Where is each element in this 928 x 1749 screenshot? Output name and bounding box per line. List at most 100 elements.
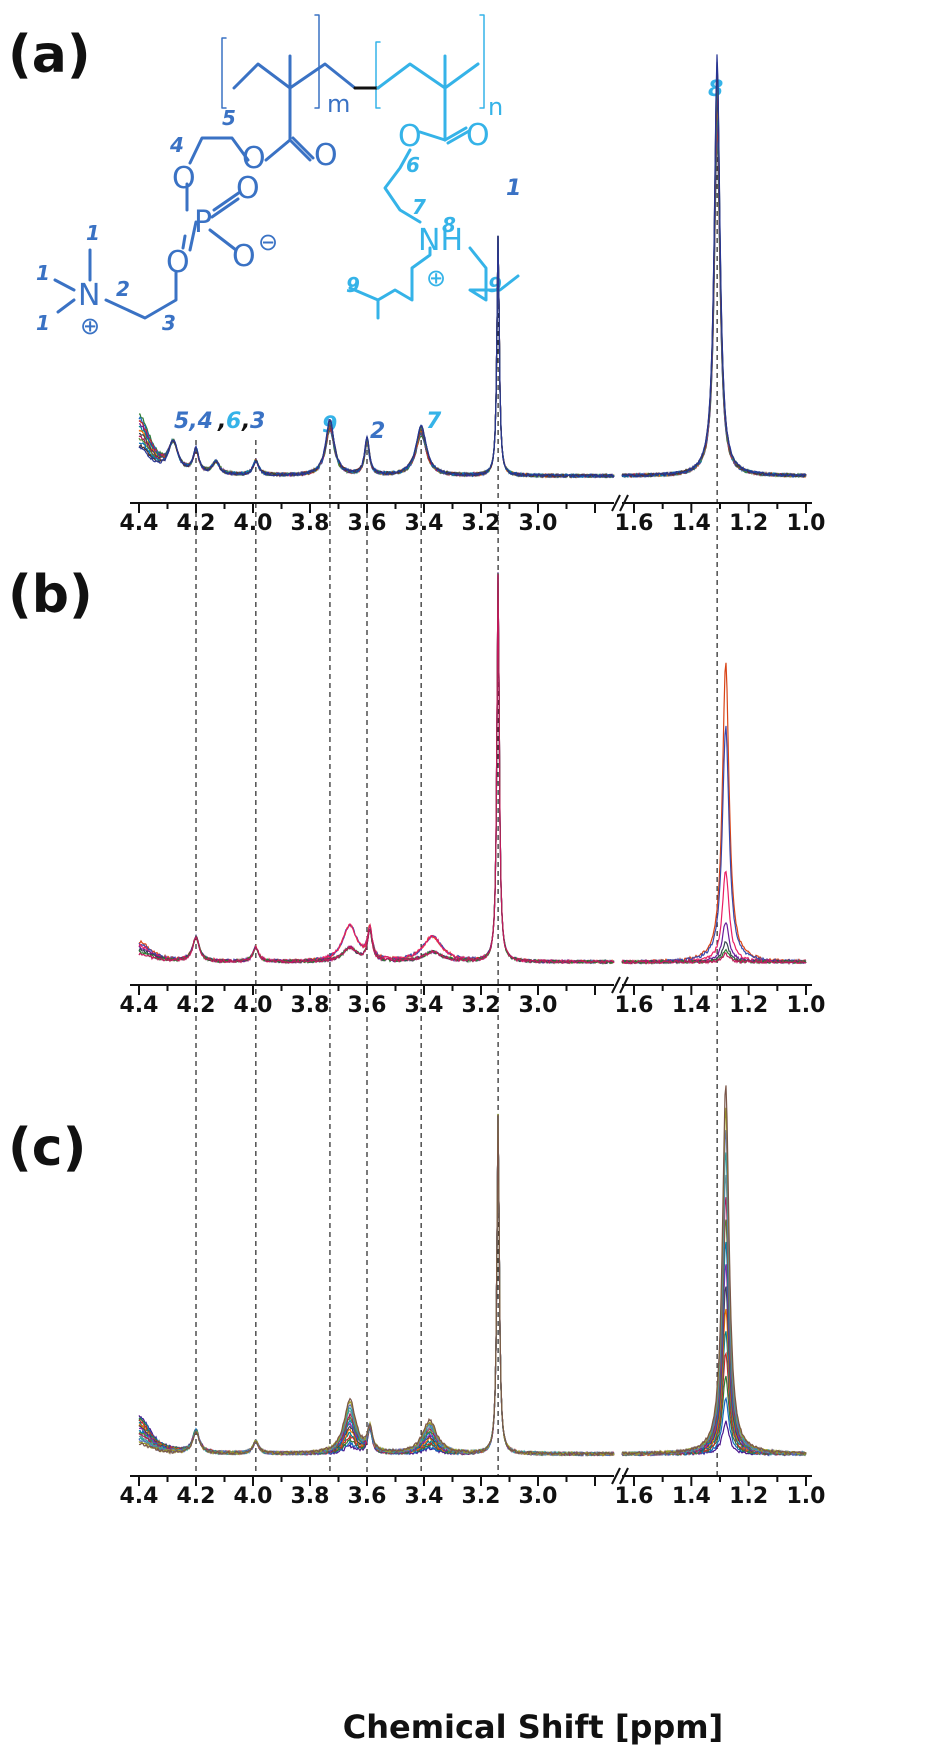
x-tick-label: 1.0 (787, 993, 826, 1018)
x-tick-label: 4.0 (234, 511, 273, 536)
num-6: 6 (406, 153, 420, 177)
atom-o-double: O (236, 171, 260, 206)
x-tick-label: 3.4 (405, 993, 444, 1018)
peak-label-1: 1 (506, 176, 521, 201)
x-tick-label: 3.0 (519, 993, 558, 1018)
axis-break-mark (611, 1467, 621, 1485)
x-tick-label: 3.8 (291, 511, 330, 536)
x-tick-label: 3.6 (348, 993, 387, 1018)
atom-p: P (194, 205, 212, 240)
num-9-left: 9 (346, 273, 360, 297)
num-2: 2 (116, 277, 130, 301)
trace-b-1-left (138, 573, 615, 965)
trace-c-1-left (138, 1115, 615, 1457)
x-tick-label: 1.2 (729, 993, 768, 1018)
num-4: 4 (169, 133, 184, 157)
num-3: 3 (162, 311, 176, 335)
x-tick-label: 1.4 (672, 511, 711, 536)
num-1-left: 1 (36, 261, 50, 285)
trace-b-2-right (621, 870, 807, 965)
atom-o-2: O (166, 245, 190, 280)
x-tick-label: 4.4 (120, 993, 159, 1018)
trace-c-9-left (138, 1113, 615, 1457)
panel-label-c: (c) (8, 1118, 86, 1178)
atom-o-ester-b: O (398, 119, 422, 154)
axis-break-mark (619, 976, 629, 994)
x-tick-label: 1.4 (672, 993, 711, 1018)
trace-b-6-right (621, 952, 807, 966)
peak-label-comma-2: , (241, 409, 250, 434)
x-tick-label: 4.0 (234, 993, 273, 1018)
trace-b-4-left (138, 572, 615, 965)
x-tick-label: 1.0 (787, 1484, 826, 1509)
x-axis-3: 4.4 4.2 4.0 3.8 3.6 3.4 3.2 3.0 1.6 1.4 1.2 1.0 (120, 1467, 826, 1509)
atom-o-ester-a: O (242, 141, 266, 176)
trace-b-0-left (138, 572, 615, 965)
x-tick-label: 3.2 (462, 993, 501, 1018)
x-tick-label: 3.8 (291, 993, 330, 1018)
trace-c-14-right (621, 1107, 807, 1457)
x-axis-2: 4.4 4.2 4.0 3.8 3.6 3.4 3.2 3.0 1.6 1.4 1.2 1.0 (120, 976, 826, 1018)
polymer-structure: O O O P O O ⊖ O N ⊕ O O NH ⊕ m n 5 4 2 3… (36, 14, 520, 340)
num-8: 8 (442, 213, 456, 237)
num-5: 5 (222, 106, 236, 130)
x-tick-label: 4.2 (177, 1484, 216, 1509)
repeat-m: m (327, 90, 350, 118)
trace-a-11-right (621, 54, 807, 478)
trace-c-13-left (138, 1115, 615, 1457)
x-tick-label: 3.0 (519, 511, 558, 536)
x-tick-label: 3.4 (405, 511, 444, 536)
x-axis-label: Chemical Shift [ppm] (343, 1708, 724, 1746)
num-1-bottom: 1 (36, 311, 50, 335)
axes: 4.4 4.2 4.0 3.8 3.6 3.4 3.2 3.0 1.6 1.4 1.2 1.0 4.4 4… (120, 494, 826, 1509)
repeat-n: n (488, 93, 503, 121)
peak-label-2: 2 (370, 419, 385, 444)
trace-c-3-left (138, 1115, 615, 1457)
atom-o-1: O (172, 161, 196, 196)
atom-nh: NH (418, 223, 463, 258)
peak-label-comma-1: , (217, 409, 226, 434)
plus-sign-nh: ⊕ (426, 264, 446, 292)
trace-a-11-left (138, 235, 615, 479)
trace-b-2-left (138, 574, 615, 965)
trace-c-11-left (138, 1116, 615, 1457)
x-tick-label: 4.4 (120, 1484, 159, 1509)
trace-b-6-left (138, 574, 615, 965)
x-tick-label: 1.6 (615, 511, 654, 536)
x-tick-label: 4.2 (177, 511, 216, 536)
x-tick-label: 3.8 (291, 1484, 330, 1509)
x-axis-1: 4.4 4.2 4.0 3.8 3.6 3.4 3.2 3.0 1.6 1.4 1.2 1.0 (120, 494, 825, 536)
axis-break-mark (619, 1467, 629, 1485)
trace-c-15-right (621, 1085, 807, 1457)
trace-c-14-left (138, 1114, 615, 1457)
x-tick-label: 4.4 (120, 511, 159, 536)
peak-label-3: 3 (250, 409, 265, 434)
trace-c-8-left (138, 1115, 615, 1457)
x-tick-label: 3.2 (462, 511, 501, 536)
x-tick-label: 1.2 (729, 511, 768, 536)
x-tick-label: 4.0 (234, 1484, 273, 1509)
minus-sign: ⊖ (258, 228, 278, 256)
atom-n: N (78, 278, 100, 313)
reference-lines (195, 112, 718, 1476)
mpc-unit (53, 14, 357, 320)
axis-break-mark (611, 976, 621, 994)
trace-c-13-right (621, 1130, 807, 1457)
trace-b-0-right (621, 662, 807, 965)
axis-break-mark (619, 494, 629, 512)
x-tick-label: 1.6 (615, 993, 654, 1018)
spectrum-c (138, 1085, 807, 1457)
trace-c-12-left (138, 1114, 615, 1457)
peak-labels-a: 5,4 , 6 , 3 9 2 7 1 8 (174, 77, 723, 444)
x-tick-label: 1.2 (729, 1484, 768, 1509)
trace-c-15-left (138, 1115, 615, 1457)
atom-o-carbonyl-b: O (466, 118, 490, 153)
axis-break-mark (611, 494, 621, 512)
spectrum-a (138, 54, 807, 479)
trace-c-7-left (139, 1114, 615, 1457)
x-tick-label: 3.0 (519, 1484, 558, 1509)
spectrum-b (138, 572, 807, 966)
trace-c-0-left (138, 1114, 615, 1457)
x-tick-label: 3.6 (348, 511, 387, 536)
